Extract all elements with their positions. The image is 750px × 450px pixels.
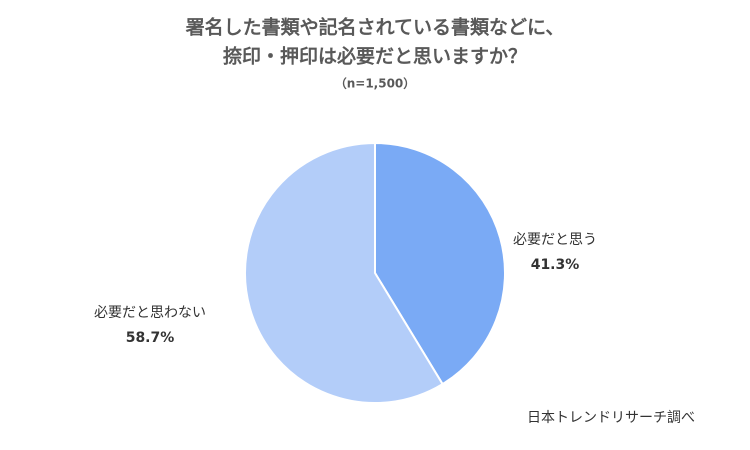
chart-subtitle: （n=1,500） (335, 76, 416, 91)
value-label: 41.3% (531, 257, 580, 273)
value-label: 58.7% (126, 330, 175, 346)
chart-title: 署名した書類や記名されている書類などに、 (186, 16, 565, 39)
slice-label: 必要だと思う (513, 232, 597, 248)
pie-slice (244, 141, 444, 404)
source-note: 日本トレンドリサーチ調べ (527, 410, 695, 426)
slice-label: 必要だと思わない (94, 305, 206, 321)
pie-slice (374, 141, 506, 386)
chart-title: 捺印・押印は必要だと思いますか？ (223, 45, 527, 68)
